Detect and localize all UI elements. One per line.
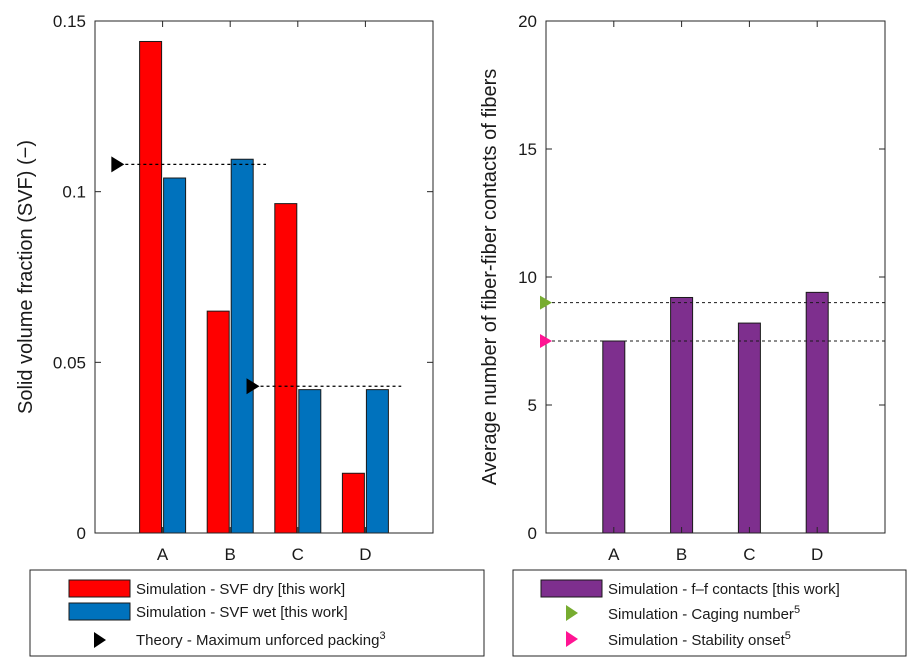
left-y-axis-label: Solid volume fraction (SVF) (−)	[15, 140, 37, 414]
right-bar-simulation-f-f-contacts-this-work--d	[805, 291, 829, 534]
left-y-tick-label: 0	[77, 524, 86, 543]
right-bar-simulation-f-f-contacts-this-work--a	[602, 340, 626, 534]
right-bar-simulation-f-f-contacts-this-work--b	[670, 296, 694, 534]
right-y-tick-label: 10	[518, 268, 537, 287]
left-y-tick-label: 0.05	[53, 353, 86, 372]
left-y-tick-label: 0.1	[62, 183, 86, 202]
right-x-tick-label-c: C	[743, 545, 755, 564]
legend-label-stability: Simulation - Stability onset5	[608, 630, 791, 649]
left-x-tick-label-d: D	[359, 545, 371, 564]
right-x-tick-label-a: A	[608, 545, 620, 564]
left-plot-frame	[94, 20, 434, 534]
right-x-tick-label-b: B	[676, 545, 687, 564]
left-panel: 0 0.05 0.1 0.15 A B C D Solid volume fraction (…	[15, 12, 434, 564]
left-bar-simulation-svf-dry-this-work--d	[341, 472, 365, 534]
left-bars-group	[139, 40, 389, 534]
legend-label-caging: Simulation - Caging number5	[608, 604, 800, 623]
left-bar-simulation-svf-dry-this-work--a	[139, 40, 163, 534]
legend-swatch-svf-dry	[68, 579, 131, 598]
legend-swatch-ff-contacts	[540, 579, 603, 598]
left-y-tick-label: 0.15	[53, 12, 86, 31]
left-x-tick-label-b: B	[225, 545, 236, 564]
left-bar-simulation-svf-wet-this-work--b	[230, 158, 254, 534]
legend-label-svf-dry: Simulation - SVF dry [this work]	[136, 581, 345, 598]
max-packing-marker-1	[246, 378, 260, 395]
right-legend: Simulation - f–f contacts [this work] Si…	[512, 569, 907, 657]
right-y-tick-label: 0	[528, 524, 537, 543]
right-bars-group	[602, 291, 829, 534]
left-x-tick-label-a: A	[157, 545, 169, 564]
left-bar-simulation-svf-wet-this-work--d	[365, 389, 389, 534]
right-y-axis-label: Average number of fiber-fiber contacts o…	[479, 69, 501, 486]
legend-label-max-packing: Theory - Maximum unforced packing3	[136, 630, 386, 649]
legend-marker-caging	[566, 605, 578, 621]
right-y-tick-label: 5	[528, 396, 537, 415]
left-bar-simulation-svf-dry-this-work--c	[274, 203, 298, 534]
ref-marker-magenta-triangle	[540, 334, 552, 348]
right-plot-frame	[545, 20, 886, 534]
legend-swatch-svf-wet	[68, 602, 131, 621]
right-ticks-group: 0 5 10 15 20 A B C D	[518, 12, 885, 564]
left-ticks-group: 0 0.05 0.1 0.15 A B C D	[53, 12, 433, 564]
ref-marker-green-triangle	[540, 295, 552, 310]
right-y-tick-label: 15	[518, 140, 537, 159]
legend-label-svf-wet: Simulation - SVF wet [this work]	[136, 604, 348, 621]
right-x-tick-label-d: D	[811, 545, 823, 564]
max-packing-marker-0	[111, 156, 125, 173]
left-bar-simulation-svf-wet-this-work--a	[163, 177, 187, 534]
right-y-tick-label: 20	[518, 12, 537, 31]
left-x-tick-label-c: C	[292, 545, 304, 564]
right-bar-simulation-f-f-contacts-this-work--c	[737, 322, 761, 534]
legend-label-ff-contacts: Simulation - f–f contacts [this work]	[608, 581, 840, 598]
left-bar-simulation-svf-wet-this-work--c	[298, 389, 322, 534]
left-legend: Simulation - SVF dry [this work] Simulat…	[29, 569, 485, 657]
right-panel: 0 5 10 15 20 A B C D Average number of fiber-fib…	[479, 12, 886, 564]
left-bar-simulation-svf-dry-this-work--b	[206, 310, 230, 534]
legend-marker-max-packing	[94, 632, 106, 648]
legend-marker-stability	[566, 631, 578, 647]
